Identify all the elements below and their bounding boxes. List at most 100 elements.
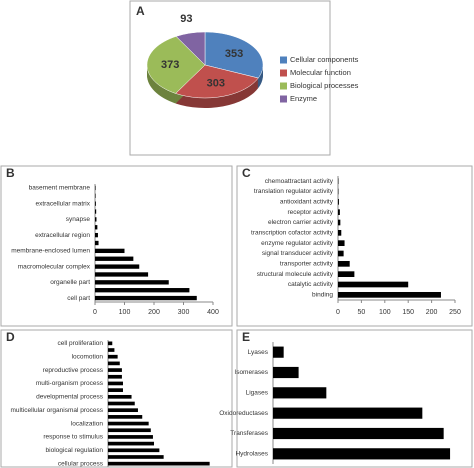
bar bbox=[95, 185, 96, 191]
x-tick-label: 150 bbox=[402, 309, 414, 316]
bar bbox=[95, 280, 169, 285]
y-tick-label: transporter activity bbox=[280, 261, 334, 268]
y-tick-label: signal transducer activity bbox=[262, 250, 334, 257]
x-tick-label: 0 bbox=[336, 309, 340, 316]
x-tick-label: 50 bbox=[358, 309, 366, 316]
bar bbox=[95, 209, 97, 214]
legend-swatch bbox=[280, 95, 287, 103]
y-tick-label: synapse bbox=[66, 216, 91, 223]
panel-box bbox=[236, 165, 473, 327]
bar bbox=[108, 441, 155, 446]
bar bbox=[108, 361, 120, 366]
y-tick-label: extracellular matrix bbox=[35, 200, 90, 207]
x-tick-label: 200 bbox=[148, 309, 160, 316]
pie-slice bbox=[175, 31, 206, 66]
bar bbox=[338, 198, 339, 205]
y-tick-label: translation regulator activity bbox=[254, 188, 334, 195]
bar bbox=[108, 421, 149, 426]
bar bbox=[338, 281, 409, 288]
panel-box bbox=[236, 329, 473, 468]
legend-label: Cellular components bbox=[290, 55, 359, 64]
y-tick-label: macromolecular complex bbox=[18, 263, 91, 270]
bar bbox=[95, 248, 125, 254]
y-tick-label: receptor activity bbox=[287, 209, 333, 216]
bar bbox=[338, 250, 344, 257]
pie-slice bbox=[175, 64, 259, 99]
y-tick-label: cell part bbox=[67, 295, 90, 302]
bar bbox=[95, 225, 98, 230]
y-tick-label: extracellular region bbox=[35, 232, 90, 239]
value-label: 373 bbox=[161, 59, 179, 71]
bar bbox=[273, 448, 451, 460]
bar bbox=[95, 217, 97, 222]
bar bbox=[338, 209, 340, 216]
bar bbox=[273, 427, 444, 440]
y-tick-label: response to stimulus bbox=[43, 434, 103, 441]
bar bbox=[108, 455, 164, 459]
legend-swatch bbox=[280, 56, 287, 64]
legend-swatch bbox=[280, 82, 287, 90]
y-tick-label: electron carrier activity bbox=[268, 219, 334, 226]
y-tick-label: Lyases bbox=[248, 349, 269, 356]
y-tick-label: cell proliferation bbox=[57, 340, 103, 347]
y-tick-label: transcription cofactor activity bbox=[251, 230, 334, 237]
panel-label: B bbox=[6, 166, 15, 180]
bar bbox=[95, 272, 149, 277]
x-tick-label: 250 bbox=[449, 309, 461, 316]
bar bbox=[95, 288, 190, 293]
y-tick-label: binding bbox=[312, 292, 333, 299]
x-tick-label: 0 bbox=[93, 309, 97, 316]
bar bbox=[95, 256, 134, 261]
bar bbox=[108, 388, 123, 392]
pie-slice bbox=[204, 31, 264, 79]
y-tick-label: membrane-enclosed lumen bbox=[11, 248, 90, 255]
y-tick-label: enzyme regulator activity bbox=[261, 240, 334, 247]
y-tick-label: Transferases bbox=[230, 430, 268, 437]
bar bbox=[338, 271, 355, 278]
bar bbox=[95, 201, 96, 206]
y-tick-label: Isomerases bbox=[234, 369, 268, 376]
bar bbox=[108, 461, 210, 466]
bar bbox=[108, 341, 113, 346]
bar bbox=[108, 348, 115, 352]
panel-box bbox=[0, 329, 233, 468]
bar bbox=[273, 366, 299, 379]
panel-label: C bbox=[242, 166, 251, 180]
y-tick-label: chemoattractant activity bbox=[265, 178, 334, 185]
bar bbox=[95, 264, 140, 269]
bar bbox=[338, 229, 342, 236]
panel-label: E bbox=[242, 330, 250, 344]
bar bbox=[338, 260, 350, 267]
value-label: 353 bbox=[225, 48, 243, 60]
y-tick-label: developmental process bbox=[36, 394, 104, 401]
bar bbox=[273, 387, 327, 399]
bar bbox=[108, 401, 135, 406]
bar bbox=[108, 394, 132, 399]
y-tick-label: antioxidant activity bbox=[280, 199, 334, 206]
panel-label: A bbox=[136, 4, 145, 18]
bar bbox=[273, 407, 423, 419]
bar bbox=[108, 374, 122, 379]
legend-swatch bbox=[280, 69, 287, 77]
bar bbox=[108, 368, 122, 372]
y-tick-label: biological regulation bbox=[46, 447, 104, 454]
legend-label: Molecular function bbox=[290, 68, 351, 77]
y-tick-label: Hydrolases bbox=[235, 451, 268, 458]
x-tick-label: 100 bbox=[119, 309, 131, 316]
x-tick-label: 200 bbox=[426, 309, 438, 316]
panel-box bbox=[0, 165, 233, 327]
bar bbox=[108, 381, 123, 386]
bar bbox=[273, 346, 284, 358]
y-tick-label: catalytic activity bbox=[288, 281, 334, 288]
panel-label: D bbox=[6, 330, 15, 344]
bar bbox=[108, 448, 160, 453]
y-tick-label: Oxidoreductases bbox=[219, 410, 269, 417]
value-label: 93 bbox=[180, 13, 192, 25]
y-tick-label: organelle part bbox=[50, 279, 90, 286]
y-tick-label: reproductive process bbox=[43, 367, 104, 374]
y-tick-label: structural molecule activity bbox=[257, 271, 334, 278]
y-tick-label: localization bbox=[71, 420, 104, 427]
bar bbox=[338, 291, 441, 298]
bar bbox=[338, 240, 345, 247]
